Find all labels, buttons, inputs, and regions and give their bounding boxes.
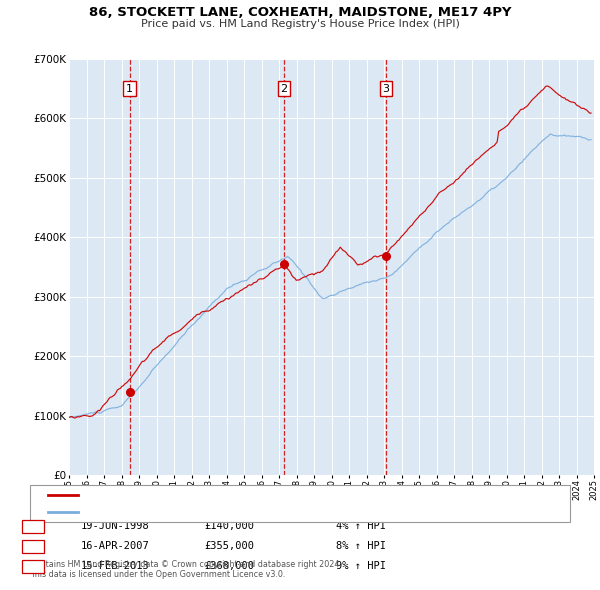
- Text: Price paid vs. HM Land Registry's House Price Index (HPI): Price paid vs. HM Land Registry's House …: [140, 19, 460, 29]
- Text: 9% ↑ HPI: 9% ↑ HPI: [336, 562, 386, 571]
- Text: 3: 3: [383, 84, 389, 94]
- Text: 4% ↑ HPI: 4% ↑ HPI: [336, 522, 386, 531]
- Text: 19-JUN-1998: 19-JUN-1998: [81, 522, 150, 531]
- Text: 2: 2: [281, 84, 287, 94]
- Text: 86, STOCKETT LANE, COXHEATH, MAIDSTONE, ME17 4PY: 86, STOCKETT LANE, COXHEATH, MAIDSTONE, …: [89, 6, 511, 19]
- Text: 8% ↑ HPI: 8% ↑ HPI: [336, 542, 386, 551]
- Text: £368,000: £368,000: [204, 562, 254, 571]
- Text: HPI: Average price, detached house, Maidstone: HPI: Average price, detached house, Maid…: [84, 507, 316, 517]
- Text: 2: 2: [29, 542, 37, 551]
- Text: 86, STOCKETT LANE, COXHEATH, MAIDSTONE, ME17 4PY (detached house): 86, STOCKETT LANE, COXHEATH, MAIDSTONE, …: [84, 490, 449, 500]
- Text: £355,000: £355,000: [204, 542, 254, 551]
- Text: Contains HM Land Registry data © Crown copyright and database right 2024.
This d: Contains HM Land Registry data © Crown c…: [30, 560, 342, 579]
- Text: 16-APR-2007: 16-APR-2007: [81, 542, 150, 551]
- Text: 1: 1: [29, 522, 37, 531]
- Text: 3: 3: [29, 562, 37, 571]
- Text: 1: 1: [126, 84, 133, 94]
- Text: 15-FEB-2013: 15-FEB-2013: [81, 562, 150, 571]
- Text: £140,000: £140,000: [204, 522, 254, 531]
